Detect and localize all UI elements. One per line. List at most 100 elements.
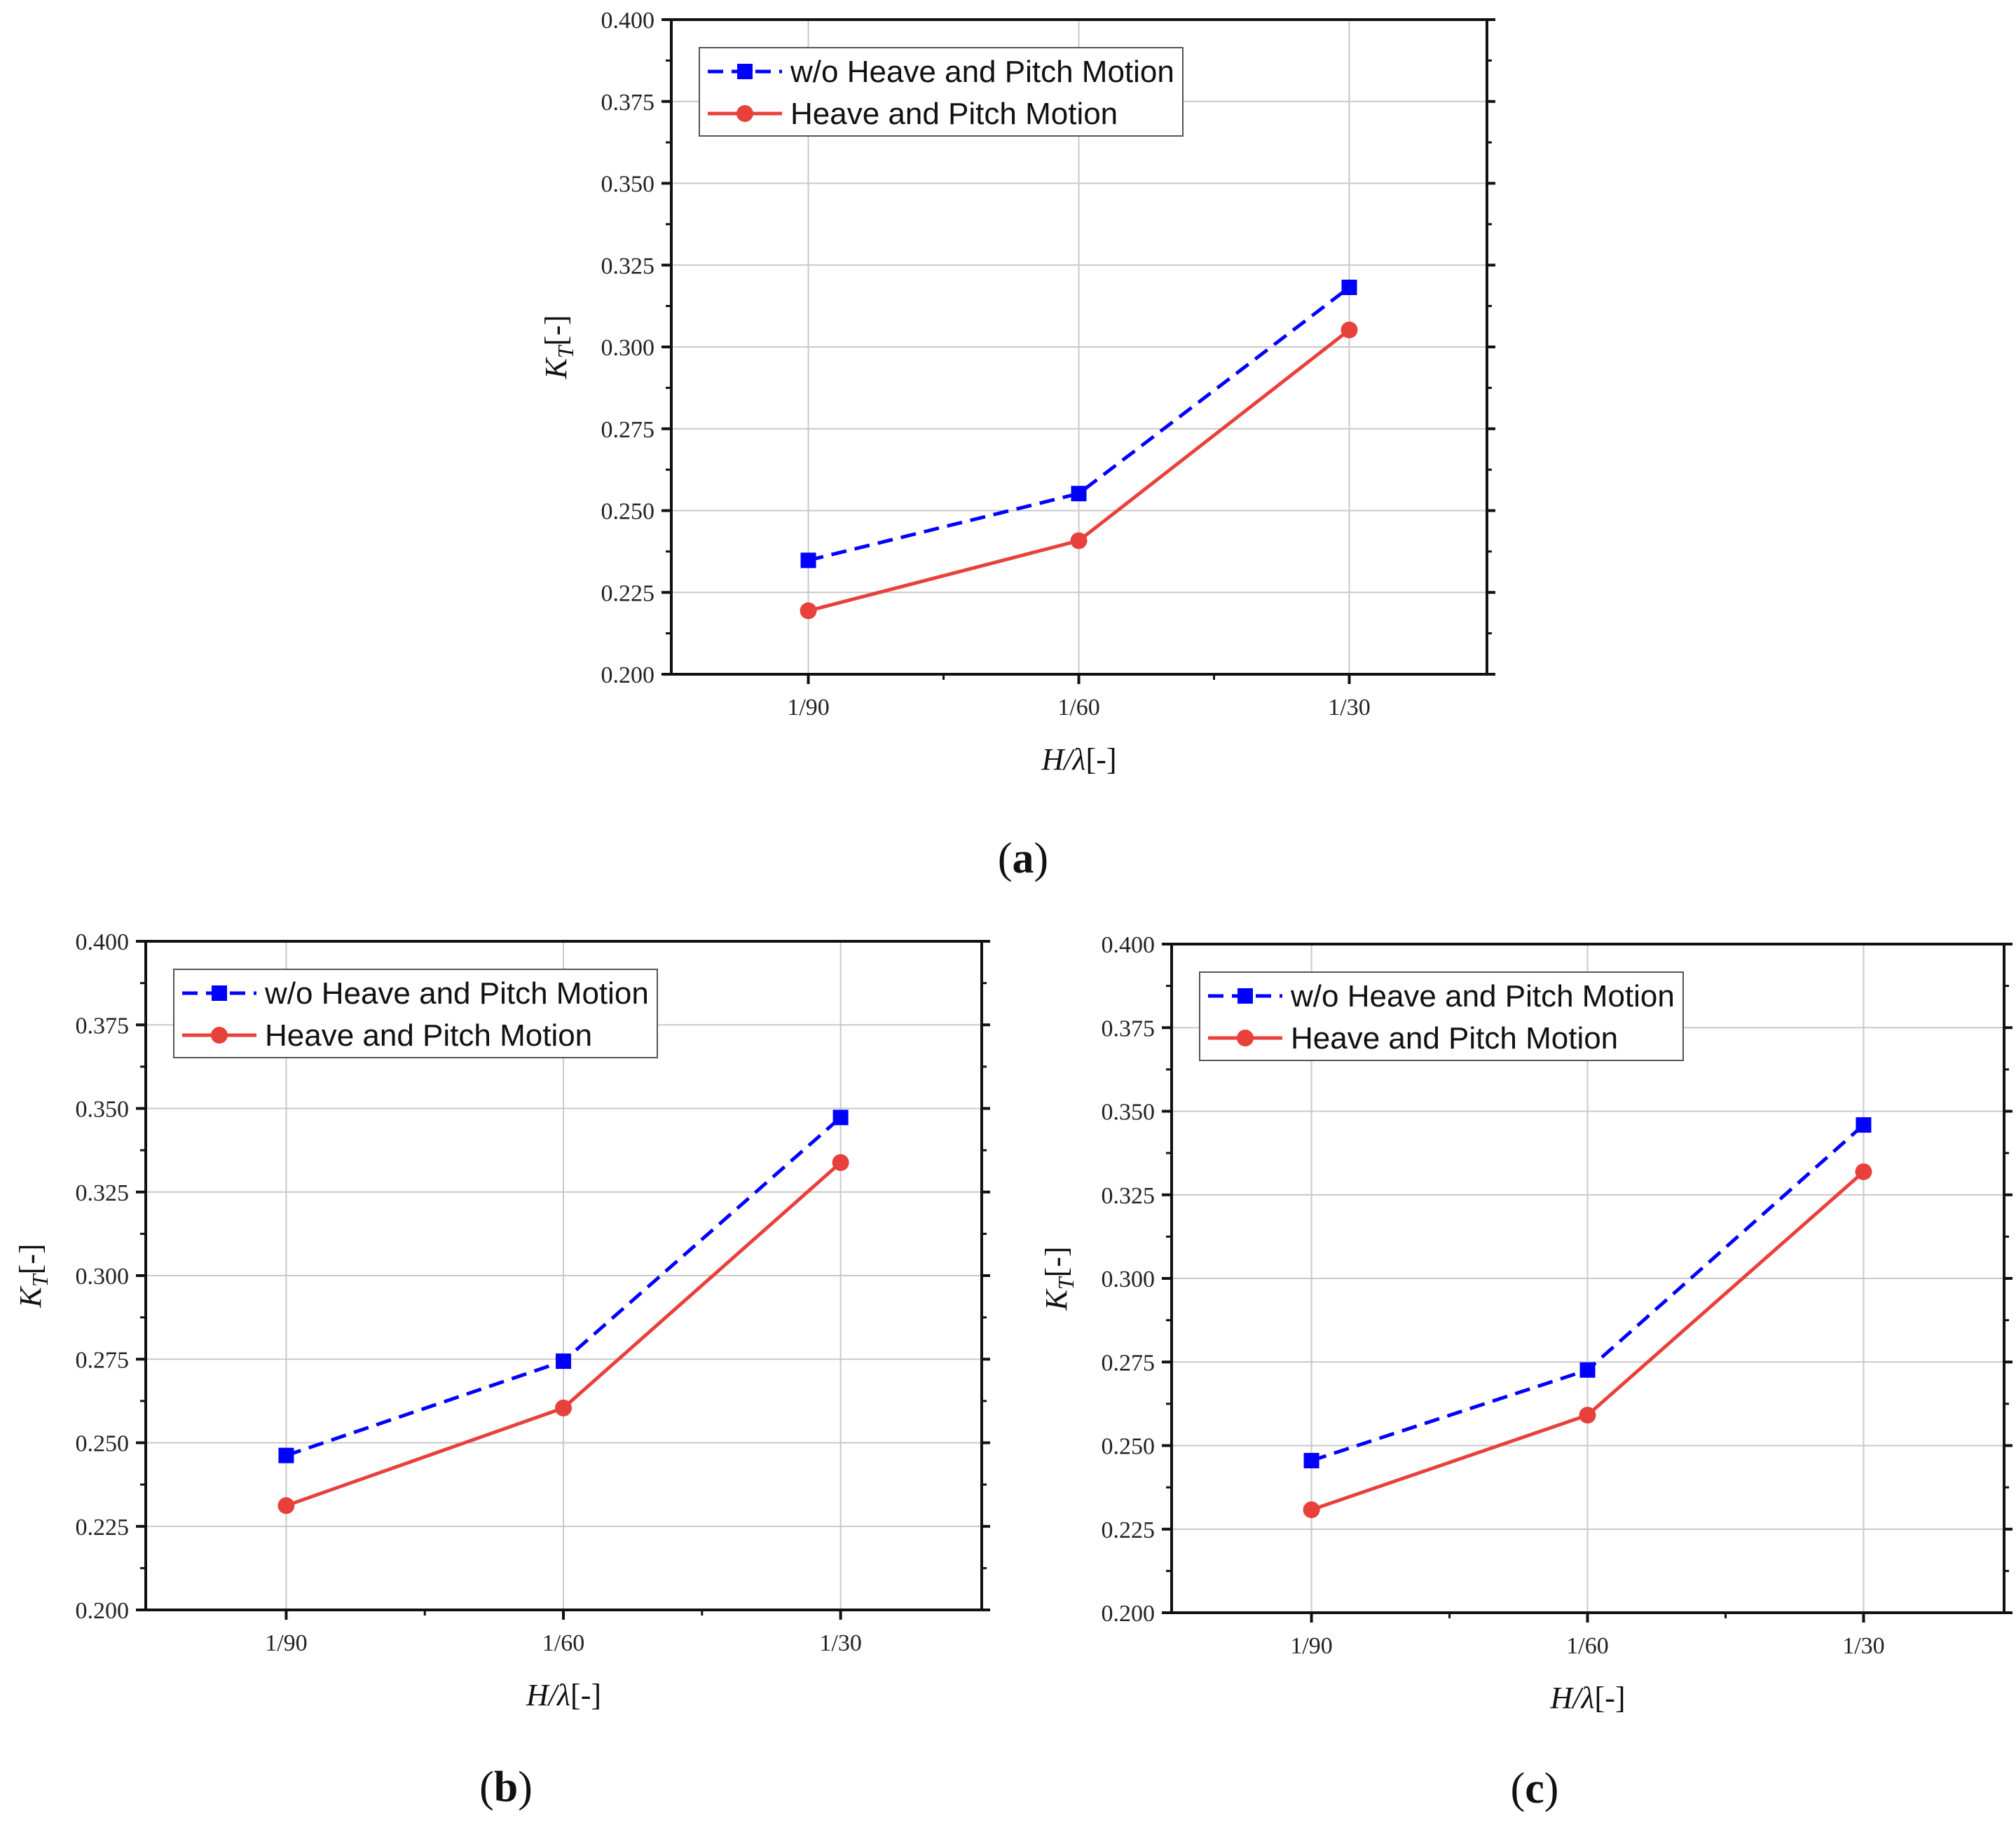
data-point-square	[800, 552, 816, 568]
y-tick-label: 0.300	[76, 1264, 130, 1290]
legend-marker-square	[1237, 988, 1253, 1004]
y-tick-label: 0.200	[601, 662, 655, 688]
y-axis-title-main: K	[1039, 1288, 1074, 1311]
data-point-circle	[800, 602, 817, 620]
y-axis-title-main: K	[539, 357, 573, 380]
y-tick-label: 0.225	[76, 1515, 130, 1541]
x-axis-title-suffix: [-]	[1595, 1681, 1626, 1715]
x-tick-label: 1/90	[1290, 1633, 1332, 1659]
x-tick-label: 1/60	[1057, 695, 1099, 721]
legend-marker-circle	[1237, 1030, 1254, 1046]
legend-marker-square	[212, 985, 227, 1001]
x-axis-title-main: H/λ	[526, 1678, 570, 1712]
panel-label: (b)	[479, 1763, 533, 1811]
y-axis-title-suffix: [-]	[539, 315, 573, 346]
x-tick-label: 1/30	[1328, 695, 1370, 721]
data-point-circle	[277, 1497, 295, 1515]
x-axis-title: H/λ[-]	[1549, 1681, 1625, 1715]
y-tick-label: 0.350	[76, 1097, 130, 1123]
x-axis-title-main: H/λ	[1041, 742, 1085, 777]
data-point-circle	[1579, 1407, 1596, 1424]
panel-label-close: )	[1034, 835, 1049, 882]
y-tick-label: 0.250	[601, 499, 655, 525]
y-axis-title-suffix: [-]	[13, 1243, 48, 1274]
panel-label: (a)	[998, 835, 1048, 882]
legend-label: w/o Heave and Pitch Motion	[264, 976, 649, 1011]
y-axis-title: KT[-]	[539, 315, 578, 379]
panel-label-open: (	[998, 835, 1013, 882]
x-axis-title: H/λ[-]	[526, 1678, 601, 1712]
x-tick-label: 1/30	[819, 1630, 861, 1656]
y-tick-label: 0.225	[601, 580, 655, 606]
y-tick-label: 0.250	[1102, 1434, 1156, 1460]
legend-box	[1199, 971, 1684, 1061]
legend: w/o Heave and Pitch Motion Heave and Pitc…	[699, 47, 1184, 137]
panel-label-letter: c	[1525, 1765, 1544, 1812]
y-tick-label: 0.375	[601, 90, 655, 116]
series-line-without-motion	[807, 286, 1351, 562]
legend: w/o Heave and Pitch Motion Heave and Pitc…	[1199, 971, 1684, 1061]
legend-label: Heave and Pitch Motion	[1291, 1021, 1618, 1056]
panel-label-letter: a	[1013, 835, 1034, 882]
x-tick-label: 1/30	[1842, 1633, 1884, 1659]
data-point-square	[832, 1109, 849, 1126]
legend-label: Heave and Pitch Motion	[265, 1018, 592, 1053]
legend-box	[699, 47, 1184, 137]
panel-label-open: (	[1511, 1765, 1525, 1812]
y-tick-label: 0.400	[1102, 932, 1156, 958]
chart-panel-c: 0.200 0.225 0.250 0.275 0.300 0.325 0.350 0.375…	[1039, 932, 2012, 1715]
x-tick-label: 1/90	[787, 695, 829, 721]
chart-panel-b: 0.200 0.225 0.250 0.275 0.300 0.325 0.350 0.375…	[13, 929, 990, 1712]
y-axis-title: KT[-]	[13, 1243, 53, 1308]
legend-box	[173, 969, 658, 1058]
y-axis-title-suffix: [-]	[1039, 1246, 1074, 1277]
y-tick-label: 0.350	[1102, 1100, 1156, 1126]
y-tick-label: 0.275	[76, 1347, 130, 1373]
y-tick-label: 0.325	[601, 253, 655, 279]
y-tick-label: 0.275	[601, 417, 655, 443]
data-point-square	[278, 1447, 294, 1463]
y-tick-label: 0.400	[601, 8, 655, 34]
legend: w/o Heave and Pitch Motion Heave and Pitc…	[173, 969, 658, 1058]
data-point-circle	[1855, 1163, 1872, 1180]
y-tick-label: 0.225	[1102, 1517, 1156, 1543]
data-point-square	[556, 1353, 572, 1370]
data-point-circle	[1340, 321, 1358, 339]
y-axis-title-sub: T	[1053, 1276, 1078, 1290]
chart-panel-a: 0.200 0.225 0.250 0.275 0.300 0.325 0.350 0.375…	[539, 8, 1495, 777]
legend-marker-square	[737, 64, 753, 79]
panel-label-close: )	[518, 1763, 533, 1811]
x-tick-label: 1/60	[542, 1630, 584, 1656]
panel-label-open: (	[479, 1763, 494, 1811]
data-point-circle	[1303, 1501, 1320, 1519]
data-point-square	[1071, 486, 1087, 502]
y-tick-label: 0.350	[601, 172, 655, 198]
data-point-square	[1303, 1452, 1319, 1468]
data-point-square	[1341, 280, 1357, 296]
x-axis-title-main: H/λ	[1549, 1681, 1594, 1715]
legend-label: Heave and Pitch Motion	[790, 97, 1118, 131]
x-axis-title-suffix: [-]	[1086, 742, 1117, 777]
y-axis-title: KT[-]	[1039, 1246, 1078, 1311]
x-tick-label: 1/90	[265, 1630, 307, 1656]
y-tick-label: 0.375	[76, 1013, 130, 1039]
legend-marker-circle	[736, 105, 753, 122]
y-tick-label: 0.300	[1102, 1266, 1156, 1292]
data-point-circle	[555, 1399, 572, 1416]
panel-label: (c)	[1511, 1765, 1559, 1812]
panel-label-letter: b	[494, 1763, 518, 1811]
y-tick-label: 0.325	[1102, 1183, 1156, 1209]
panel-label-close: )	[1544, 1765, 1559, 1812]
data-point-circle	[832, 1154, 849, 1171]
data-point-square	[1856, 1117, 1872, 1133]
legend-label: w/o Heave and Pitch Motion	[1290, 979, 1675, 1013]
x-tick-label: 1/60	[1566, 1633, 1608, 1659]
y-tick-label: 0.250	[76, 1431, 130, 1457]
y-tick-label: 0.325	[76, 1180, 130, 1206]
y-axis-title-sub: T	[27, 1273, 53, 1287]
y-tick-label: 0.200	[76, 1598, 130, 1624]
legend-marker-circle	[211, 1027, 228, 1044]
y-tick-label: 0.200	[1102, 1601, 1156, 1627]
y-tick-label: 0.375	[1102, 1016, 1156, 1042]
